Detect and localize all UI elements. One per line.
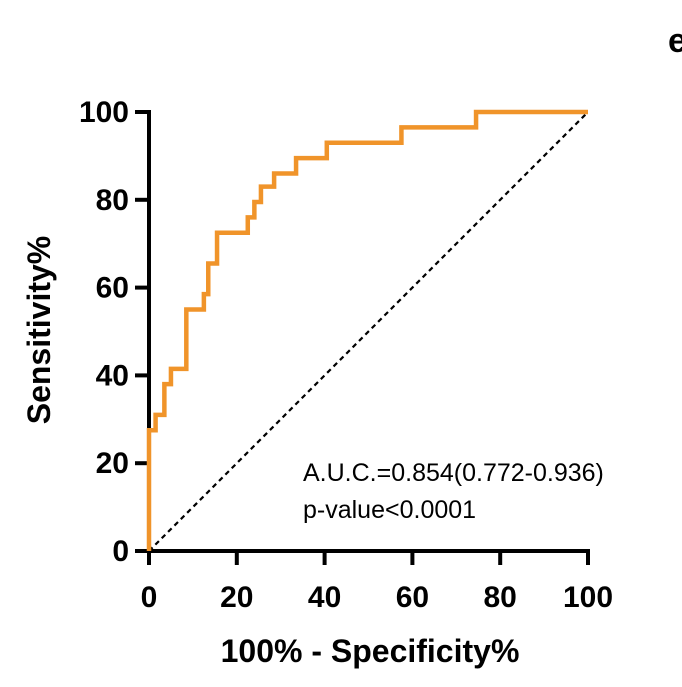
x-tick-label: 80 bbox=[484, 581, 517, 614]
roc-curve-line bbox=[146, 109, 588, 551]
reference-diagonal-line bbox=[148, 111, 589, 552]
y-tick-label: 60 bbox=[96, 272, 129, 305]
x-tick-label: 20 bbox=[220, 581, 253, 614]
y-axis-title: Sensitivity% bbox=[21, 236, 57, 425]
y-tick-label: 80 bbox=[96, 184, 129, 217]
panel-label: e bbox=[668, 22, 682, 60]
auc-annotation: A.U.C.=0.854(0.772-0.936) bbox=[303, 459, 604, 487]
x-tick-label: 0 bbox=[141, 581, 158, 614]
x-axis-title: 100% - Specificity% bbox=[221, 633, 520, 669]
y-tick-label: 0 bbox=[112, 535, 129, 568]
y-tick-label: 40 bbox=[96, 359, 129, 392]
y-axis: 0 20 40 60 80 100 bbox=[79, 96, 151, 568]
x-tick-label: 40 bbox=[308, 581, 341, 614]
p-value-annotation: p-value<0.0001 bbox=[303, 496, 476, 524]
y-tick-label: 100 bbox=[79, 96, 129, 129]
x-tick-label: 100 bbox=[563, 581, 613, 614]
x-axis: 0 20 40 60 80 100 bbox=[141, 549, 613, 614]
y-tick-label: 20 bbox=[96, 447, 129, 480]
x-tick-label: 60 bbox=[396, 581, 429, 614]
